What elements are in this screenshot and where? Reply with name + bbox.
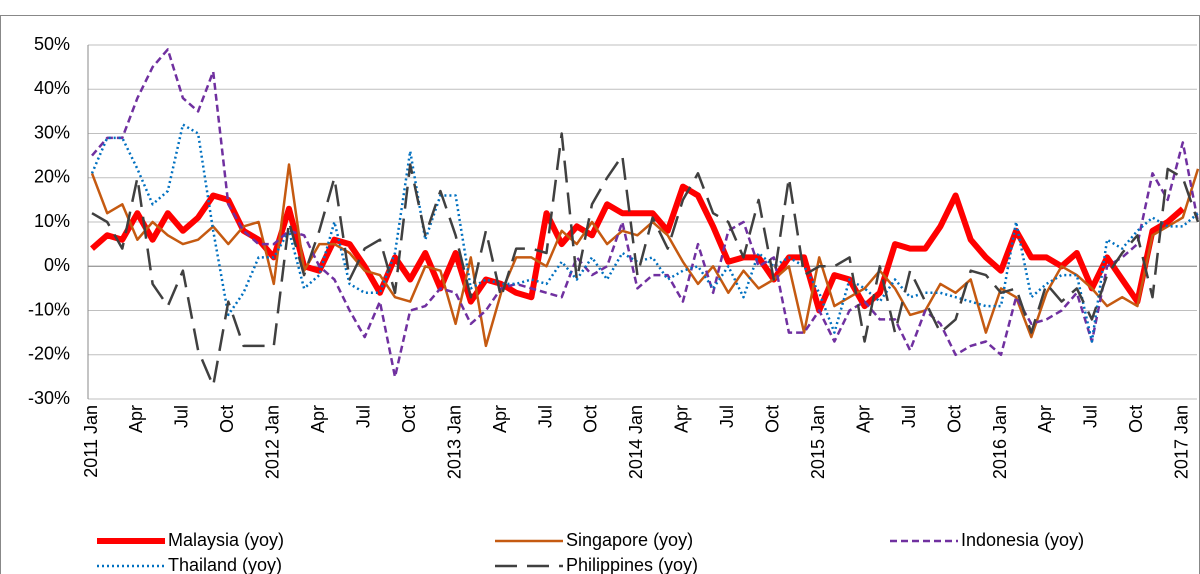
y-tick-label: 40% — [34, 78, 70, 98]
x-tick-label: Oct — [217, 405, 237, 433]
x-tick-label: Apr — [672, 405, 692, 433]
y-tick-label: 50% — [34, 34, 70, 54]
y-tick-label: 0% — [44, 255, 70, 275]
x-tick-label: Jul — [899, 405, 919, 428]
legend-label: Thailand (yoy) — [168, 555, 282, 574]
x-tick-label: 2015 Jan — [808, 405, 828, 479]
y-tick-label: -30% — [28, 388, 70, 408]
x-tick-label: Apr — [853, 405, 873, 433]
x-tick-label: 2016 Jan — [990, 405, 1010, 479]
x-tick-label: Oct — [399, 405, 419, 433]
x-tick-label: Oct — [944, 405, 964, 433]
y-tick-label: -20% — [28, 344, 70, 364]
x-tick-label: Oct — [763, 405, 783, 433]
chart-frame — [0, 15, 1200, 574]
legend-label: Malaysia (yoy) — [168, 530, 284, 550]
x-tick-label: Jul — [172, 405, 192, 428]
x-tick-label: Jul — [353, 405, 373, 428]
x-tick-label: Apr — [1035, 405, 1055, 433]
x-tick-label: Jul — [1081, 405, 1101, 428]
y-tick-label: 20% — [34, 167, 70, 187]
series-line — [91, 132, 1200, 387]
series-line — [91, 48, 1200, 379]
x-tick-label: Jul — [535, 405, 555, 428]
y-tick-label: -10% — [28, 299, 70, 319]
x-tick-label: Oct — [1126, 405, 1146, 433]
y-tick-label: 30% — [34, 122, 70, 142]
x-tick-label: Apr — [490, 405, 510, 433]
series-line — [90, 123, 1199, 343]
x-tick-label: 2011 Jan — [81, 405, 101, 478]
x-tick-label: Apr — [126, 405, 146, 433]
series-line — [90, 163, 1200, 348]
x-tick-label: Oct — [581, 405, 601, 433]
legend-label: Philippines (yoy) — [566, 555, 698, 574]
y-tick-label: 10% — [34, 211, 70, 231]
x-tick-label: 2012 Jan — [263, 405, 283, 479]
legend-label: Singapore (yoy) — [566, 530, 693, 550]
series-line — [90, 183, 1185, 314]
x-tick-label: 2013 Jan — [444, 405, 464, 479]
x-tick-label: 2014 Jan — [626, 405, 646, 479]
legend-label: Indonesia (yoy) — [961, 530, 1084, 550]
x-tick-label: 2017 Jan — [1172, 405, 1192, 479]
x-tick-label: Jul — [717, 405, 737, 428]
x-tick-label: Apr — [308, 405, 328, 433]
